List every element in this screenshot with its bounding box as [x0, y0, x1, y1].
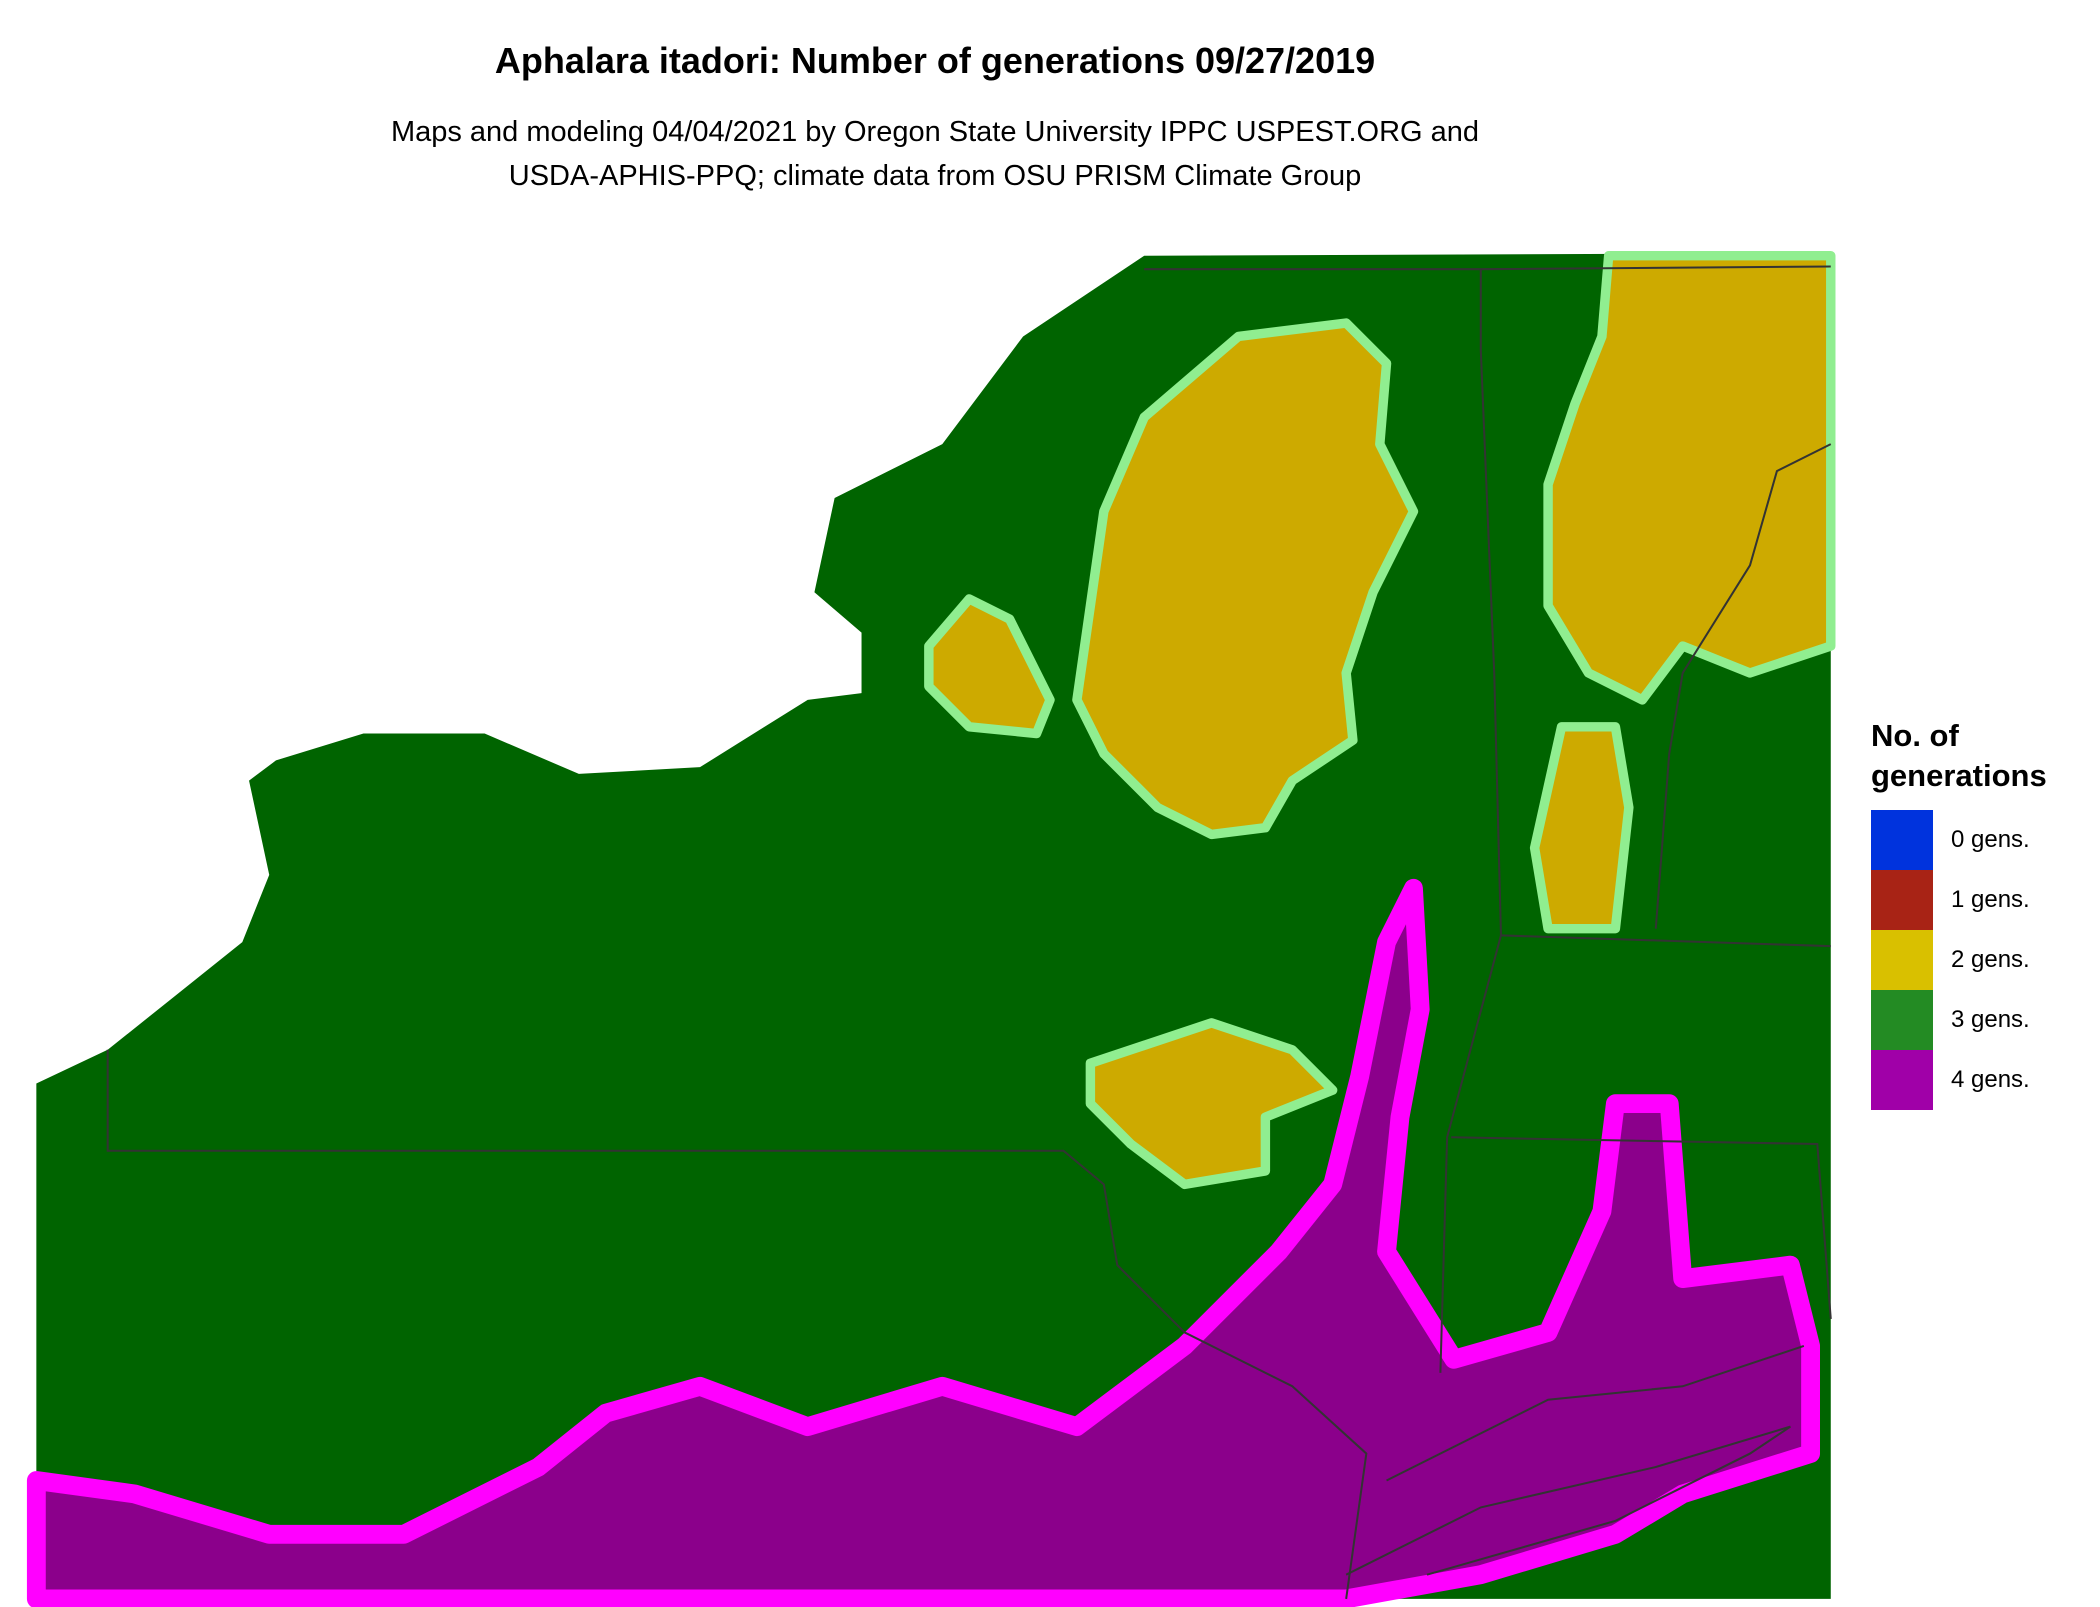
legend-label: 4 gens. [1951, 1066, 2030, 1093]
legend-swatch [1871, 1050, 1933, 1110]
legend-title-line: generations [1871, 758, 2047, 793]
legend-swatch [1871, 990, 1933, 1050]
legend-swatch [1871, 870, 1933, 930]
legend-title: No. of generations [1871, 716, 2047, 796]
legend-item-1-gens: 1 gens. [1871, 870, 2047, 930]
region-4-gens [26, 878, 1821, 1607]
legend-item-4-gens: 4 gens. [1871, 1050, 2047, 1110]
legend-label: 2 gens. [1951, 946, 2030, 973]
legend-swatch [1871, 930, 1933, 990]
legend-title-line: No. of [1871, 718, 1959, 753]
legend: No. of generations 0 gens. 1 gens. 2 gen… [1871, 716, 2047, 1110]
map-title: Aphalara itadori: Number of generations … [494, 40, 1376, 81]
map-subtitle-line-1: Maps and modeling 04/04/2021 by Oregon S… [390, 116, 1480, 148]
legend-label: 3 gens. [1951, 1006, 2030, 1033]
legend-label: 0 gens. [1951, 826, 2030, 853]
state-borders [106, 265, 1832, 1600]
legend-item-0-gens: 0 gens. [1871, 810, 2047, 870]
legend-label: 1 gens. [1951, 886, 2030, 913]
legend-swatch [1871, 810, 1933, 870]
map-subtitle-line-2: USDA-APHIS-PPQ; climate data from OSU PR… [508, 160, 1362, 192]
region-2-gens [924, 251, 1836, 1190]
legend-item-3-gens: 3 gens. [1871, 990, 2047, 1050]
legend-item-2-gens: 2 gens. [1871, 930, 2047, 990]
